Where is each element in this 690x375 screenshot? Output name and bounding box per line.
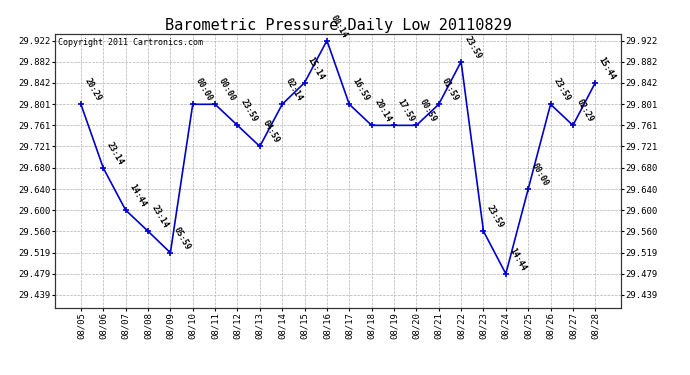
Text: 15:44: 15:44 <box>597 55 617 81</box>
Text: 23:14: 23:14 <box>150 204 170 230</box>
Text: 14:44: 14:44 <box>507 246 528 272</box>
Text: 00:59: 00:59 <box>417 98 438 124</box>
Text: 00:14: 00:14 <box>328 13 348 39</box>
Text: 16:59: 16:59 <box>351 77 371 103</box>
Text: 23:59: 23:59 <box>239 98 259 124</box>
Text: 01:59: 01:59 <box>440 77 460 103</box>
Text: 17:59: 17:59 <box>395 98 415 124</box>
Text: 23:59: 23:59 <box>552 77 572 103</box>
Text: 15:14: 15:14 <box>306 55 326 81</box>
Text: 04:59: 04:59 <box>262 119 282 145</box>
Text: 02:29: 02:29 <box>574 98 595 124</box>
Text: 05:59: 05:59 <box>172 225 192 251</box>
Text: 02:14: 02:14 <box>284 77 304 103</box>
Text: 23:14: 23:14 <box>105 141 125 166</box>
Text: 00:00: 00:00 <box>217 77 237 103</box>
Text: 20:14: 20:14 <box>373 98 393 124</box>
Title: Barometric Pressure Daily Low 20110829: Barometric Pressure Daily Low 20110829 <box>165 18 511 33</box>
Text: 23:59: 23:59 <box>485 204 505 230</box>
Text: 20:29: 20:29 <box>82 77 103 103</box>
Text: 00:00: 00:00 <box>194 77 215 103</box>
Text: 23:59: 23:59 <box>462 34 483 60</box>
Text: Copyright 2011 Cartronics.com: Copyright 2011 Cartronics.com <box>58 38 203 47</box>
Text: 14:44: 14:44 <box>127 183 148 209</box>
Text: 00:00: 00:00 <box>530 162 550 188</box>
